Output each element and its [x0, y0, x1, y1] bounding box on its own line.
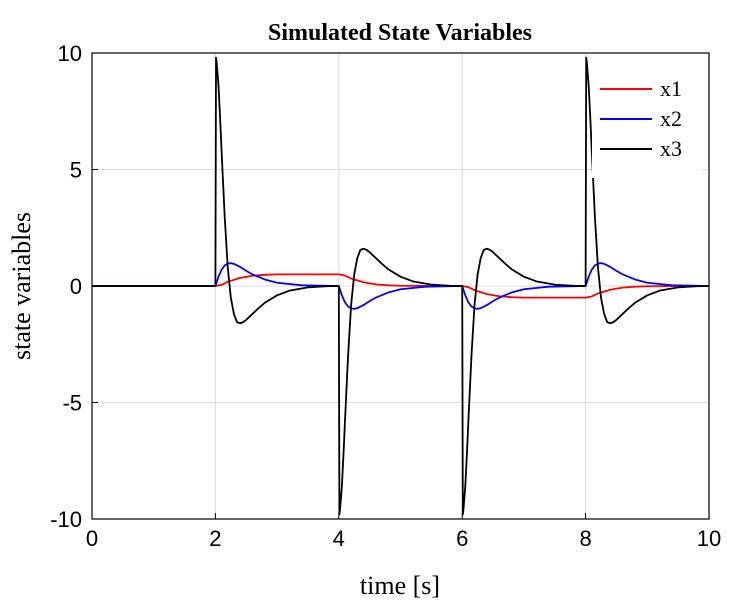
- x-tick-label: 10: [697, 526, 721, 551]
- x-axis-label: time [s]: [360, 571, 440, 600]
- x-tick-label: 4: [333, 526, 345, 551]
- y-axis-label: state variables: [7, 212, 36, 360]
- tick-labels: 0 2 4 6 8 10 -10 -5 0 5 10: [50, 41, 721, 551]
- x-tick-label: 2: [209, 526, 221, 551]
- chart-title: Simulated State Variables: [268, 20, 532, 46]
- legend-label-x1: x1: [660, 76, 682, 101]
- y-tick-label: 5: [70, 158, 82, 183]
- x-tick-label: 0: [86, 526, 98, 551]
- series-lines: [92, 56, 710, 516]
- series-line-x3: [92, 56, 710, 516]
- x-tick-label: 6: [456, 526, 468, 551]
- y-tick-label: -5: [62, 391, 82, 416]
- legend-label-x2: x2: [660, 106, 682, 131]
- legend-label-x3: x3: [660, 136, 682, 161]
- x-tick-label: 8: [579, 526, 591, 551]
- y-tick-label: 10: [58, 41, 82, 66]
- y-tick-label: -10: [50, 507, 82, 532]
- legend-box: [592, 70, 702, 178]
- legend: x1 x2 x3: [592, 70, 702, 178]
- y-tick-label: 0: [70, 274, 82, 299]
